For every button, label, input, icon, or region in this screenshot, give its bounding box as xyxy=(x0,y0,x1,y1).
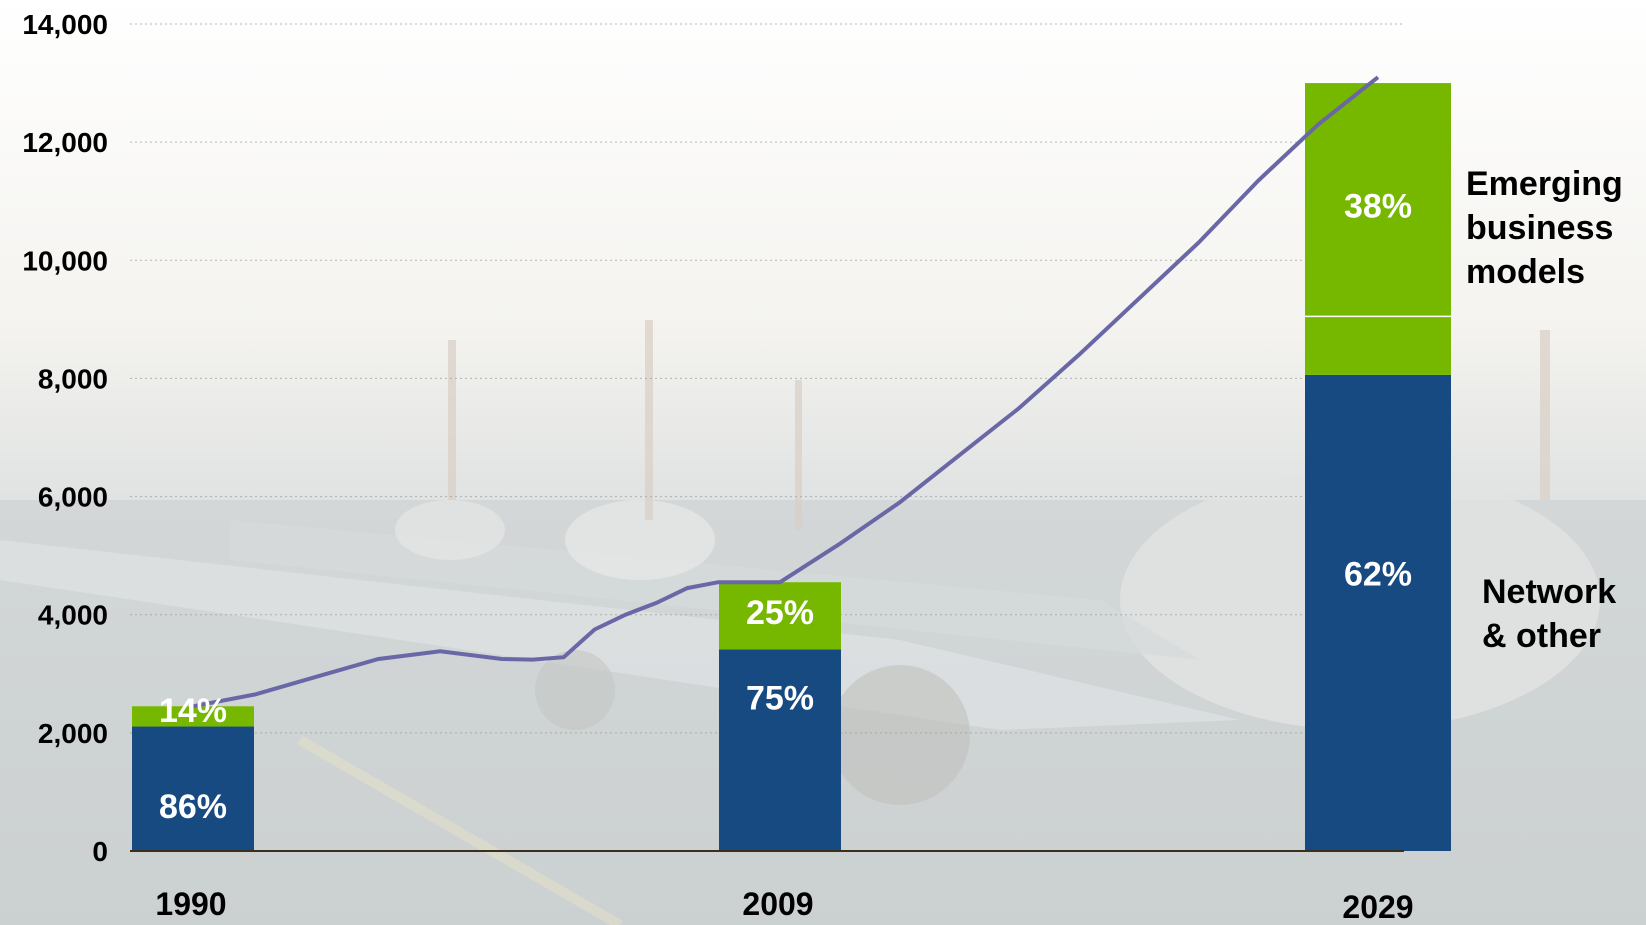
y-tick-label: 2,000 xyxy=(38,718,108,749)
legend-network-and-other: Network & other xyxy=(1482,573,1617,655)
y-tick-label: 4,000 xyxy=(38,600,108,631)
y-tick-label: 0 xyxy=(92,836,108,867)
y-tick-label: 10,000 xyxy=(22,245,108,276)
bar-data-labels: 86% 14% 75% 25% 62% 38% xyxy=(159,187,1412,826)
legend-emerging-business-models: Emerging business models xyxy=(1466,165,1623,291)
bar-label-emerging-1990: 14% xyxy=(159,692,227,730)
bar-segment-network-1990 xyxy=(132,726,254,851)
bar-segment-emerging-2009 xyxy=(719,582,841,650)
bar-segment-network-2009 xyxy=(719,649,841,851)
bar-segment-network-2029 xyxy=(1305,374,1451,851)
y-tick-label: 8,000 xyxy=(38,363,108,394)
y-axis-ticks: 0 2,000 4,000 6,000 8,000 10,000 12,000 14,000 xyxy=(22,9,108,867)
x-tick-label: 2029 xyxy=(1342,889,1413,925)
y-tick-label: 6,000 xyxy=(38,482,108,513)
bar-segment-emerging-1990 xyxy=(132,706,254,727)
x-tick-label: 1990 xyxy=(155,886,226,922)
x-tick-label: 2009 xyxy=(742,886,813,922)
y-tick-label: 14,000 xyxy=(22,9,108,40)
bar-label-network-2009: 75% xyxy=(746,679,814,717)
y-tick-label: 12,000 xyxy=(22,127,108,158)
bar-label-emerging-2009: 25% xyxy=(746,594,814,632)
trend-line xyxy=(192,75,1380,709)
bar-label-network-2029: 62% xyxy=(1344,555,1412,593)
bar-label-network-1990: 86% xyxy=(159,788,227,826)
bars xyxy=(132,83,1451,851)
x-axis-ticks: 1990 2009 2029 xyxy=(155,886,1413,925)
bar-label-emerging-2029: 38% xyxy=(1344,187,1412,225)
bar-segment-emerging-2029 xyxy=(1305,83,1451,375)
